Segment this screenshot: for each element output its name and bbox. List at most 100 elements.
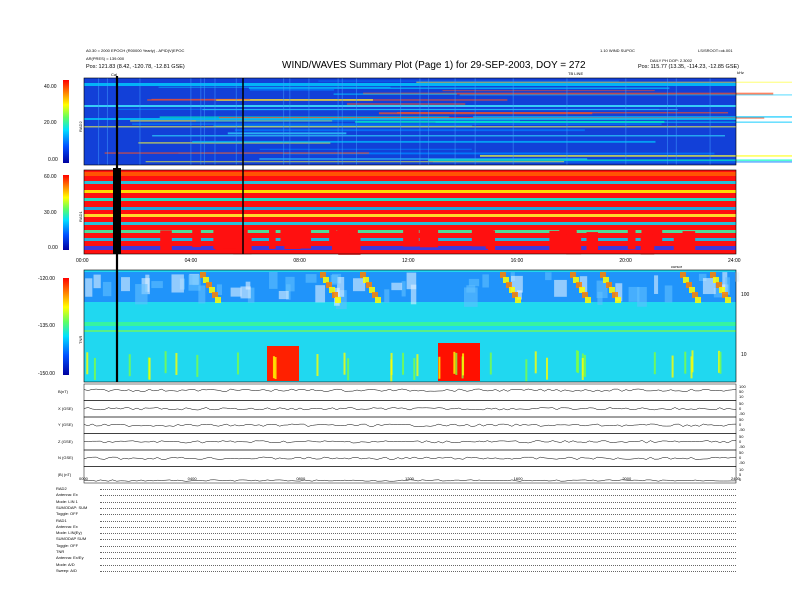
line-panel-right-tick: 100 [739, 384, 746, 389]
rad1-label: RAD1 [78, 211, 83, 222]
footer-line-4: Toggle: OFF [56, 511, 79, 517]
footer-line-10: TNR [56, 549, 65, 554]
footer-line-1: Antenna: Ex [56, 492, 78, 498]
rad1-bands [84, 168, 736, 255]
rad1-tick-mid: 30.00 [44, 210, 57, 216]
bottom-time-tick-0: 0000 [79, 476, 88, 481]
line-panel-right-tick: -50 [739, 460, 745, 465]
time-tick-0: 00:00 [76, 258, 89, 264]
header-right-line1: 1.10 WIND SUPOC [600, 48, 635, 53]
line-panel-right-tick: 50 [739, 400, 744, 406]
header-right-pos: Pos: 115.77 (13.35, -114.23, -12.85 GSE) [638, 64, 739, 70]
line-panel-right-tick: 0 [739, 476, 742, 482]
line-panel-right-tick: 50 [739, 417, 744, 422]
time-tick-6: 24:00 [728, 258, 741, 264]
line-panel-right-tick: 10 [739, 466, 744, 472]
footer-line-9: Toggle: OFF [56, 542, 79, 548]
tnr-right-tick-100: 100 [741, 292, 750, 298]
footer-line-12: Mode: A/D [56, 561, 75, 567]
footer-dotted-line [100, 501, 736, 503]
rad2-label: RAD2 [78, 121, 83, 132]
footer-dotted-line [100, 552, 736, 553]
line-panel-right-tick: -50 [739, 410, 745, 416]
bottom-time-tick-1: 0400 [187, 476, 197, 481]
footer-line-11: Antenna: Ex/Ey [56, 555, 84, 561]
time-tick-5: 20:00 [619, 258, 632, 264]
footer-dotted-line [100, 495, 736, 497]
footer-dotted-line [100, 545, 736, 547]
bottom-time-tick-4: 1600 [513, 476, 523, 481]
footer-line-13: Sweep: A/D [56, 567, 77, 573]
line-panel-label-5: |B| (nT) [58, 471, 72, 477]
rad1-tick-bottom: 0.00 [48, 245, 58, 251]
tnr-bands [84, 272, 740, 382]
tnr-label: TNR [78, 335, 83, 344]
rad2-bands [84, 78, 792, 165]
tnr-colorbar [63, 278, 69, 375]
footer-dotted-line [100, 564, 736, 566]
rad1-colorbar [63, 175, 69, 250]
tnr-tick-mid: -135.00 [38, 323, 55, 329]
bottom-time-tick-6: 2400 [731, 476, 740, 481]
rad1-tick-top: 60.00 [44, 174, 57, 180]
line-panel-label-0: B(nT) [58, 389, 68, 394]
line-panel-right-tick: 0 [739, 422, 742, 427]
line-panel-right-tick: 50 [739, 389, 744, 394]
cursor-label: cursor [671, 264, 683, 269]
cal-label: Cal [111, 72, 118, 77]
line-panel-right-tick: 50 [739, 433, 744, 439]
header-left-line1: A0.30 = 2000 EPOCH (R00000 Yearly) - API… [86, 48, 185, 53]
line-panel-right-tick: 5 [739, 471, 742, 477]
line-panel-right-tick: 0 [739, 405, 742, 411]
time-tick-4: 16:00 [510, 258, 524, 264]
footer-dotted-line [100, 570, 736, 572]
tb-line-label: TB LINE [568, 71, 584, 76]
footer-dotted-line [100, 520, 736, 522]
line-panel-label-2: Y (GSE) [58, 422, 73, 427]
khz-label: kHz [737, 70, 744, 75]
header-right-line3: DAILY PH DOP: 2.3002 [650, 58, 693, 63]
line-panel-right-tick: 0 [739, 438, 742, 444]
footer-line-6: Antenna: Ex [56, 523, 78, 529]
line-panel-right-tick: 50 [739, 450, 744, 455]
line-panel-label-3: Z (GSE) [58, 438, 73, 444]
header-right-line2: LS/SROOT=ok.001 [698, 48, 733, 53]
footer-line-5: RAD1 [56, 517, 67, 523]
time-tick-2: 08:00 [293, 258, 306, 264]
rad2-colorbar [63, 80, 69, 163]
footer-line-0: RAD2 [56, 486, 67, 491]
rad2-tick-bottom: 0.00 [48, 157, 58, 163]
footer-line-7: Mode: LIN(Ey) [56, 530, 82, 536]
line-panel-right-tick: 0 [739, 455, 742, 460]
footer-line-3: SUMODAP: SUM [56, 504, 88, 510]
footer-line-8: SUMODAP SUM [56, 536, 87, 542]
tnr-right-tick-10: 10 [741, 352, 747, 358]
line-panel-right-tick: 10 [739, 394, 744, 399]
footer-dotted-line [100, 526, 736, 528]
line-panels [83, 383, 737, 484]
footer-line-2: Mode: LIN 1 [56, 498, 78, 504]
footer-dotted-line [100, 539, 736, 541]
line-panel-label-4: N (GSE) [58, 455, 74, 460]
bottom-time-tick-3: 1200 [405, 476, 414, 481]
line-panel-label-1: X (GSE) [58, 405, 73, 411]
page-title: WIND/WAVES Summary Plot (Page 1) for 29-… [282, 60, 586, 71]
time-tick-1: 04:00 [184, 258, 198, 264]
tnr-tick-top: -120.00 [38, 276, 55, 282]
time-tick-3: 12:00 [402, 258, 415, 264]
rad2-tick-mid: 20.00 [44, 120, 57, 126]
tnr-tick-bottom: -150.00 [38, 371, 55, 377]
rad2-tick-top: 40.00 [44, 84, 57, 90]
bottom-time-tick-5: 2000 [622, 476, 632, 481]
line-panel-right-tick: -50 [739, 427, 745, 432]
footer-dotted-line [100, 489, 736, 490]
footer-dotted-line [100, 507, 736, 509]
header-left-pos: Pos: 121.83 (8.42, -120.78, -12.81 GSE) [86, 64, 185, 70]
header-left-line2: AR(PRES) = 139.000 [86, 56, 125, 61]
footer-dotted-line [100, 558, 736, 560]
footer-dotted-line [100, 514, 736, 516]
bottom-time-tick-2: 0800 [296, 476, 306, 481]
line-panel-right-tick: -50 [739, 443, 745, 449]
footer-dotted-line [100, 533, 736, 535]
